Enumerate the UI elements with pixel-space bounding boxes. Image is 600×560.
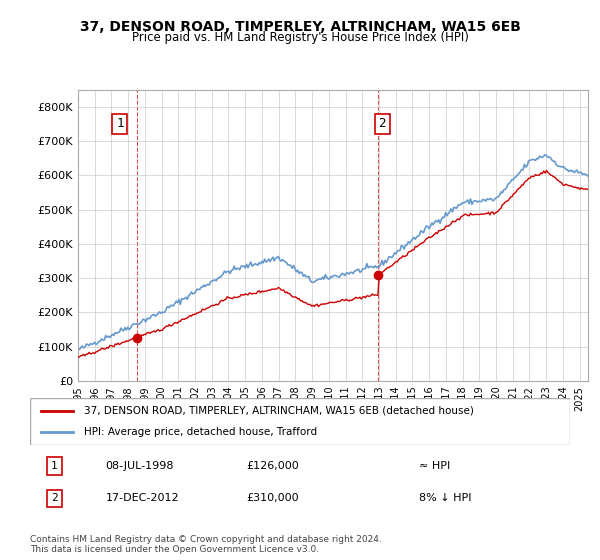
Text: 2: 2 [379, 118, 386, 130]
FancyBboxPatch shape [30, 398, 570, 445]
Text: Contains HM Land Registry data © Crown copyright and database right 2024.
This d: Contains HM Land Registry data © Crown c… [30, 535, 382, 554]
Text: Price paid vs. HM Land Registry's House Price Index (HPI): Price paid vs. HM Land Registry's House … [131, 31, 469, 44]
Text: 1: 1 [116, 118, 124, 130]
Text: 37, DENSON ROAD, TIMPERLEY, ALTRINCHAM, WA15 6EB: 37, DENSON ROAD, TIMPERLEY, ALTRINCHAM, … [80, 20, 520, 34]
Text: ≈ HPI: ≈ HPI [419, 461, 450, 471]
Text: £310,000: £310,000 [246, 493, 299, 503]
Text: 2: 2 [51, 493, 58, 503]
Text: 08-JUL-1998: 08-JUL-1998 [106, 461, 174, 471]
Text: 8% ↓ HPI: 8% ↓ HPI [419, 493, 472, 503]
Text: HPI: Average price, detached house, Trafford: HPI: Average price, detached house, Traf… [84, 427, 317, 437]
Text: 1: 1 [51, 461, 58, 471]
Text: £126,000: £126,000 [246, 461, 299, 471]
Text: 37, DENSON ROAD, TIMPERLEY, ALTRINCHAM, WA15 6EB (detached house): 37, DENSON ROAD, TIMPERLEY, ALTRINCHAM, … [84, 406, 474, 416]
Text: 17-DEC-2012: 17-DEC-2012 [106, 493, 179, 503]
